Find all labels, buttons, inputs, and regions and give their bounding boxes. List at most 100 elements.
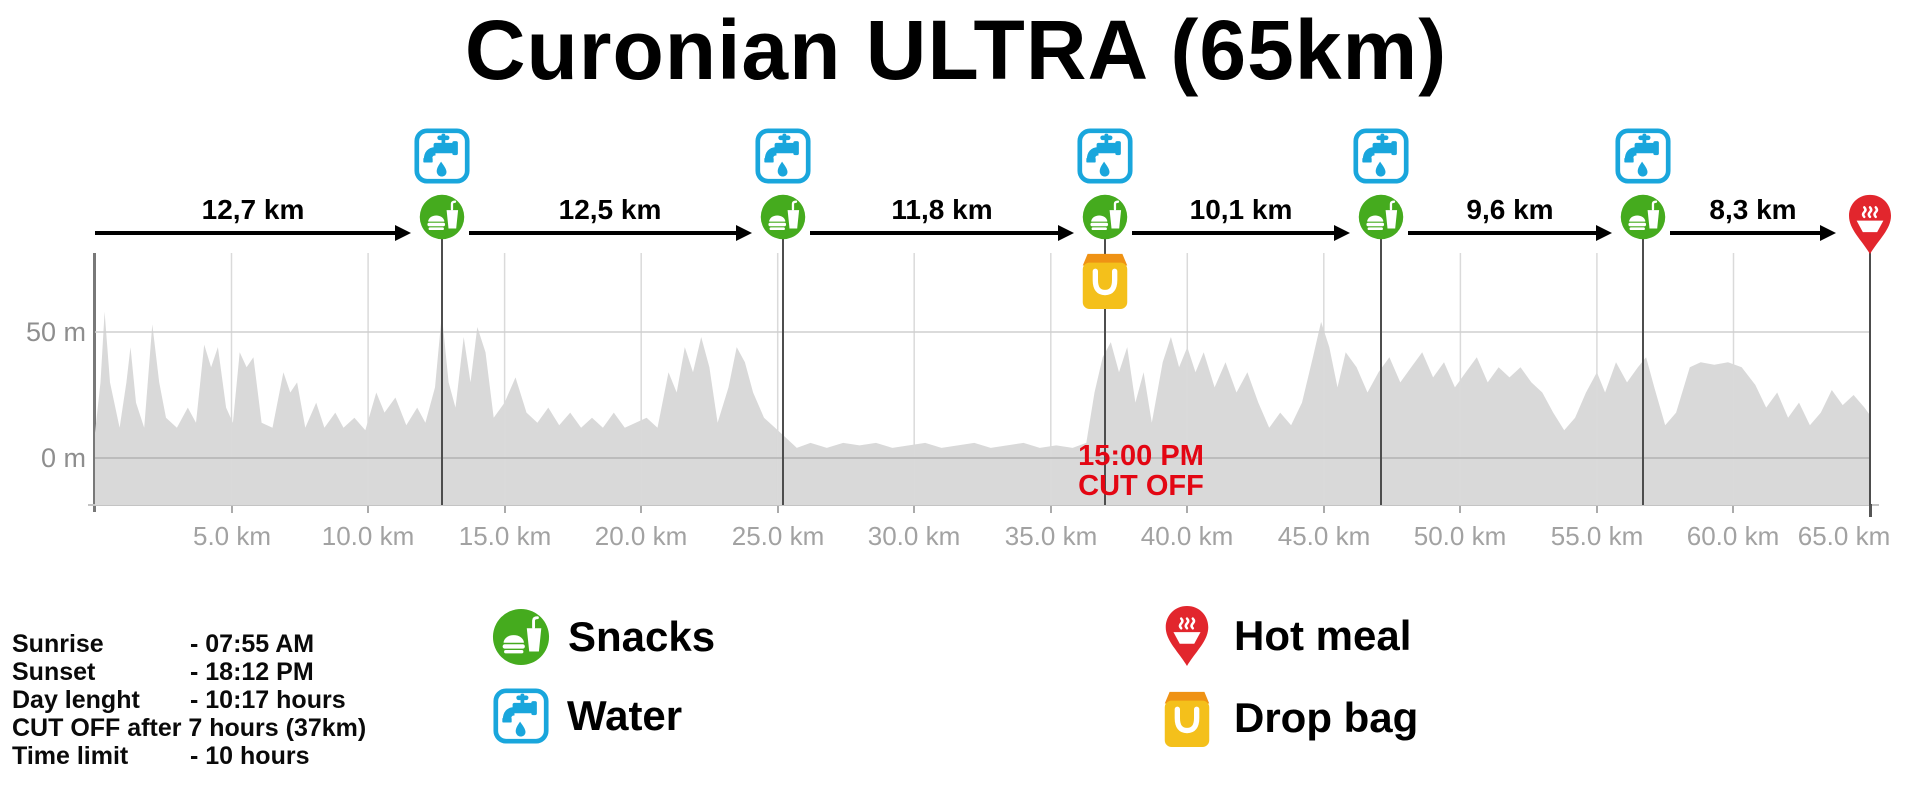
x-axis-tick <box>231 506 233 513</box>
water-tap-icon <box>1077 128 1133 184</box>
arrow-head-icon <box>395 225 411 241</box>
y-axis-line <box>93 253 96 512</box>
arrow-head-icon <box>1820 225 1836 241</box>
arrow-head-icon <box>1596 225 1612 241</box>
segment-arrow <box>1670 225 1836 241</box>
segment-distance-label: 8,3 km <box>1709 194 1797 225</box>
water-tap-icon <box>755 128 811 184</box>
segment-arrow <box>1132 225 1350 241</box>
x-tick-label: 65.0 km <box>1797 521 1891 551</box>
segment-distance-label: 10,1 km <box>1189 194 1293 225</box>
segment-distance-label: 11,8 km <box>891 194 993 225</box>
segment-arrow <box>810 225 1074 241</box>
snacks-icon <box>419 194 465 240</box>
race-info: Sunrise - 07:55 AM Sunset - 18:12 PM Day l… <box>12 630 366 770</box>
x-axis-line <box>88 504 1879 506</box>
cutoff-time: 15:00 PM <box>1078 440 1204 472</box>
cutoff-annotation: 15:00 PM CUT OFF <box>1021 441 1261 502</box>
x-axis-tick <box>777 506 779 513</box>
drop-bag-icon <box>1158 686 1216 750</box>
x-tick-label: 20.0 km <box>594 521 688 551</box>
legend-water-label: Water <box>567 692 683 739</box>
legend-snacks-label: Snacks <box>568 613 716 660</box>
x-axis-tick <box>640 506 642 513</box>
x-tick-label: 25.0 km <box>731 521 825 551</box>
x-tick-label: 60.0 km <box>1686 521 1780 551</box>
snacks-icon <box>492 608 550 666</box>
segment-distance-label: 12,5 km <box>558 194 662 225</box>
x-axis-tick <box>913 506 915 513</box>
info-label: Day lenght <box>12 686 140 714</box>
x-axis-tick <box>367 506 369 513</box>
x-axis-tick <box>1323 506 1325 513</box>
info-value: - 10 hours <box>190 742 310 770</box>
info-label: Sunrise <box>12 630 104 658</box>
segment-distance-label: 12,7 km <box>201 194 305 225</box>
y-tick-50m: 50 m <box>25 317 86 347</box>
x-axis-tick <box>504 506 506 513</box>
info-row-sunrise: Sunrise - 07:55 AM <box>12 630 366 658</box>
x-tick-label: 40.0 km <box>1140 521 1234 551</box>
x-tick-label: 30.0 km <box>867 521 961 551</box>
info-value: - 10:17 hours <box>190 686 346 714</box>
segment-arrow <box>95 225 411 241</box>
info-label: Sunset <box>12 658 96 686</box>
arrow-head-icon <box>1334 225 1350 241</box>
x-tick-label: 55.0 km <box>1550 521 1644 551</box>
x-axis-tick <box>1050 506 1052 513</box>
x-tick-label: 5.0 km <box>192 521 272 551</box>
snacks-icon <box>1358 194 1404 240</box>
water-tap-icon <box>1353 128 1409 184</box>
elevation-area <box>95 253 1870 505</box>
snacks-icon <box>1082 194 1128 240</box>
elevation-chart <box>95 253 1870 505</box>
x-axis-tick <box>1596 506 1598 513</box>
snacks-icon <box>1620 194 1666 240</box>
hot-meal-pin-icon <box>1841 193 1899 256</box>
info-row-cutoff: CUT OFF after 7 hours (37km) <box>12 714 366 742</box>
x-axis-tick <box>1732 506 1734 513</box>
water-tap-icon <box>1615 128 1671 184</box>
station-line <box>1104 217 1106 505</box>
station-line <box>1642 217 1644 505</box>
info-row-timelimit: Time limit - 10 hours <box>12 742 366 770</box>
water-tap-icon <box>414 128 470 184</box>
info-row-sunset: Sunset - 18:12 PM <box>12 658 366 686</box>
x-axis-tick <box>1459 506 1461 513</box>
info-value: - 07:55 AM <box>190 630 315 658</box>
segment-distance-label: 9,6 km <box>1466 194 1554 225</box>
station-line <box>1380 217 1382 505</box>
legend-snacks: Snacks <box>492 608 715 666</box>
x-tick-label: 10.0 km <box>321 521 415 551</box>
legend-drop-bag: Drop bag <box>1158 686 1418 750</box>
x-tick-label: 45.0 km <box>1277 521 1371 551</box>
x-tick-label: 50.0 km <box>1413 521 1507 551</box>
water-tap-icon <box>493 688 549 744</box>
station-line <box>1869 250 1871 505</box>
info-row-daylength: Day lenght - 10:17 hours <box>12 686 366 714</box>
hot-meal-pin-icon <box>1158 604 1216 668</box>
segment-arrow <box>1408 225 1612 241</box>
y-tick-0m: 0 m <box>40 443 86 473</box>
x-tick-label: 15.0 km <box>458 521 552 551</box>
cutoff-text: CUT OFF <box>1078 470 1204 503</box>
legend-water: Water <box>493 688 682 744</box>
x-tick-label: 35.0 km <box>1004 521 1098 551</box>
legend-drop-bag-label: Drop bag <box>1234 694 1419 741</box>
segment-arrow <box>469 225 752 241</box>
info-label: CUT OFF after 7 hours (37km) <box>12 714 367 742</box>
snacks-icon <box>760 194 806 240</box>
info-label: Time limit <box>12 742 129 770</box>
drop-bag-icon <box>1076 248 1134 312</box>
x-axis-tick <box>1869 504 1872 517</box>
legend-hot-meal: Hot meal <box>1158 604 1411 668</box>
legend-hot-meal-label: Hot meal <box>1234 612 1412 659</box>
station-line <box>441 217 443 505</box>
arrow-head-icon <box>736 225 752 241</box>
page-title: Curonian ULTRA (65km) <box>464 3 1448 97</box>
station-line <box>782 217 784 505</box>
x-axis-tick <box>1186 506 1188 513</box>
arrow-head-icon <box>1058 225 1074 241</box>
info-value: - 18:12 PM <box>190 658 314 686</box>
